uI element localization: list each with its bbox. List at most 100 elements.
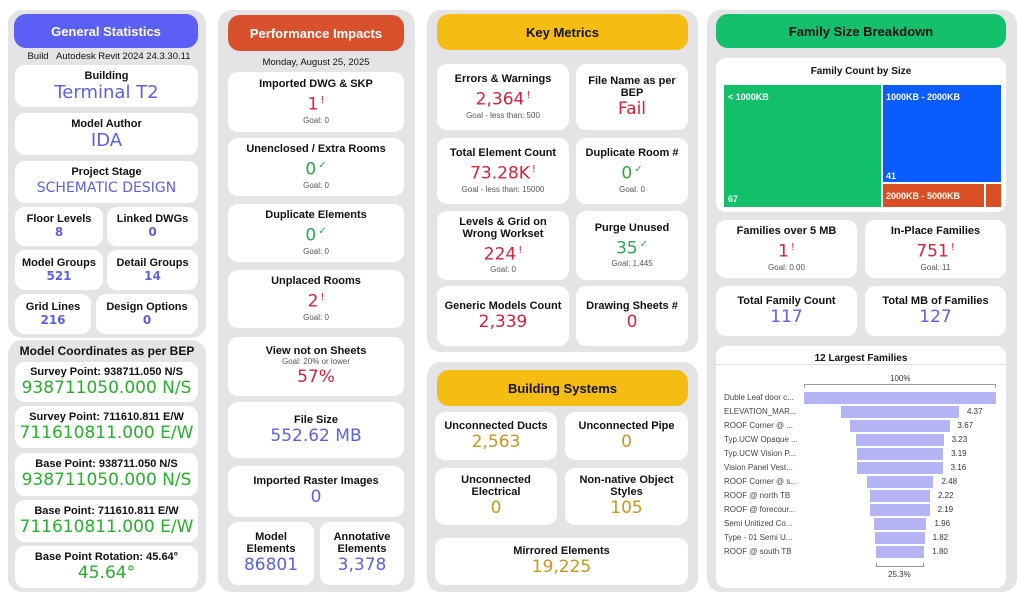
value-text: 552.62 MB <box>270 425 362 446</box>
card-label: Linked DWGs <box>116 213 189 225</box>
metric-value: 711610811.000 E/W <box>20 423 194 444</box>
unconnected-ducts-card: Unconnected Ducts 2,563 <box>435 412 557 460</box>
card-label: Unconnected Ducts <box>444 419 548 432</box>
card-label: Project Stage <box>71 165 142 178</box>
funnel-bar[interactable] <box>857 462 943 474</box>
value-text: 73.28K <box>470 163 530 184</box>
treemap-cell-medium[interactable] <box>883 85 1001 182</box>
metric-value: 2,339 <box>479 312 528 333</box>
model-groups-card: Model Groups 521 <box>15 250 103 290</box>
card-label: Total MB of Families <box>882 294 989 307</box>
metric-value: 117 <box>770 307 802 328</box>
floor-levels-card: Floor Levels 8 <box>15 207 103 246</box>
goal-text: Goal - less than: 500 <box>466 110 540 120</box>
value-text: 216 <box>40 312 66 327</box>
total-mb-of-families-card: Total MB of Families 127 <box>865 286 1006 336</box>
card-label: Survey Point: 938711.050 N/S <box>30 365 183 378</box>
metric-value: 938711050.000 N/S <box>22 378 192 399</box>
funnel-title: 12 Largest Families <box>814 353 908 364</box>
metric-value: 0 ✓ <box>305 221 326 247</box>
funnel-category-label: Duble Leaf door c... <box>724 393 794 402</box>
levels-grid-on-wrong-workset-card: Levels & Grid on Wrong Workset 224! Goal: … <box>437 211 569 280</box>
metric-value: 0 ✓ <box>621 159 642 185</box>
funnel-top-bracket <box>804 384 996 388</box>
value-text: 2,563 <box>471 431 521 452</box>
card-label: Detail Groups <box>116 256 189 269</box>
funnel-bar[interactable] <box>804 392 996 404</box>
metric-value: 3,378 <box>338 555 387 576</box>
value-text: 0 <box>621 163 633 184</box>
build-info: Build Autodesk Revit 2024 24.3.30.11 <box>14 51 204 62</box>
funnel-bar[interactable] <box>875 546 925 558</box>
metric-value: 521 <box>46 269 71 284</box>
card-label: Non-native Object Styles <box>579 474 674 498</box>
metric-value: 0 <box>491 498 502 519</box>
funnel-bar[interactable] <box>873 518 927 530</box>
report-date: Monday, August 25, 2025 <box>262 57 370 68</box>
metric-value: 2,364! <box>476 85 531 111</box>
value-text: 35 <box>615 238 638 259</box>
treemap-cell-xlarge[interactable] <box>986 184 1001 207</box>
project-stage-card: Project Stage SCHEMATIC DESIGN <box>15 161 198 203</box>
card-label: Families over 5 MB <box>736 225 837 238</box>
check-icon: ✓ <box>318 160 327 172</box>
funnel-top-label: 100% <box>890 374 911 383</box>
card-label: Grid Lines <box>25 300 81 313</box>
value-text: 8 <box>54 225 64 239</box>
goal-text: Goal: 1,445 <box>611 259 653 269</box>
family-size-header: Family Size Breakdown <box>716 14 1006 48</box>
card-label: Duplicate Elements <box>265 209 367 222</box>
metric-value: 19,225 <box>532 557 591 578</box>
treemap-cell-small[interactable] <box>724 85 881 207</box>
card-label: Generic Models Count <box>444 299 562 312</box>
funnel-bar[interactable] <box>850 420 950 432</box>
funnel-bar[interactable] <box>875 532 925 544</box>
value-text: 0 <box>490 498 502 518</box>
metric-value: 86801 <box>244 555 298 576</box>
funnel-category-label: Typ.UCW Opaque ... <box>724 435 798 444</box>
treemap-cell-large[interactable] <box>883 184 984 207</box>
value-text: 711610811.000 E/W <box>19 422 194 443</box>
funnel-value-label: 2.48 <box>941 477 958 486</box>
unconnected-pipe-card: Unconnected Pipe 0 <box>565 412 688 460</box>
mirrored-elements-card: Mirrored Elements 19,225 <box>435 538 688 585</box>
funnel-value-label: 3.16 <box>950 463 967 472</box>
value-text: 2 <box>307 291 319 312</box>
goal-text: Goal: 0 <box>303 246 329 256</box>
treemap-label-large: 2000KB - 5000KB <box>886 191 961 201</box>
funnel-category-label: Vision Panel Vest... <box>724 463 793 472</box>
value-text: 938711050.000 N/S <box>21 377 192 398</box>
funnel-bottom-label: 25.3% <box>888 570 911 579</box>
value-text: 751 <box>916 241 949 262</box>
metric-value: 0 <box>311 487 322 508</box>
base-point-rotation-45-64-card: Base Point Rotation: 45.64° 45.64° <box>15 546 198 588</box>
funnel-category-label: ROOF @ north TB <box>724 491 791 500</box>
design-options-card: Design Options 0 <box>96 294 198 334</box>
building-systems-header: Building Systems <box>437 370 688 406</box>
goal-text: Goal: 0 <box>303 180 329 190</box>
unenclosed-extra-rooms-card: Unenclosed / Extra Rooms 0 ✓ Goal: 0 <box>228 138 404 196</box>
errors-warnings-card: Errors & Warnings 2,364! Goal - less than:… <box>437 64 569 130</box>
metric-value: 45.64° <box>78 563 135 584</box>
value-text: 2,364 <box>475 89 525 110</box>
card-label: View not on Sheets <box>265 345 367 357</box>
funnel-bar[interactable] <box>866 476 934 488</box>
funnel-bar[interactable] <box>856 434 944 446</box>
funnel-bar[interactable] <box>856 448 944 460</box>
funnel-bar[interactable] <box>870 490 930 502</box>
warning-icon: ! <box>526 90 531 102</box>
metric-value: 0 ✓ <box>305 155 326 181</box>
funnel-bar[interactable] <box>840 406 959 418</box>
metric-value: 2! <box>308 287 325 313</box>
total-family-count-card: Total Family Count 117 <box>716 286 857 336</box>
card-label: File Size <box>293 413 339 426</box>
funnel-value-label: 4.37 <box>967 407 983 416</box>
value-text: 1 <box>307 94 319 115</box>
metric-value: 1! <box>778 237 795 263</box>
funnel-bar[interactable] <box>870 504 930 516</box>
model-elements-card: Model Elements 86801 <box>228 522 314 585</box>
value-text: IDA <box>90 129 123 151</box>
check-icon: ✓ <box>634 164 643 176</box>
card-label: Total Family Count <box>737 294 836 307</box>
goal-text: Goal - less than: 15000 <box>461 184 545 194</box>
